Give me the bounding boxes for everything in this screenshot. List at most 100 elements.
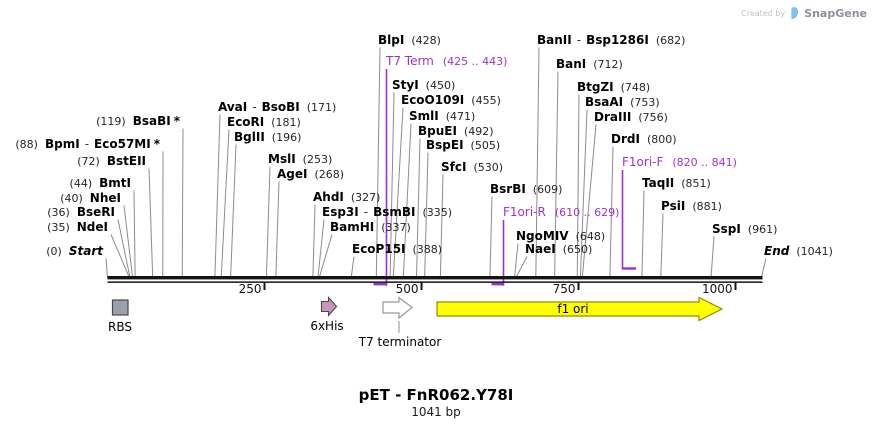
annotation-label-f1ori-f[interactable]: F1ori-F (820 .. 841): [622, 156, 737, 170]
site-label-agei[interactable]: AgeI (268): [277, 168, 344, 182]
site-label-bsteii[interactable]: (72) BstEII: [77, 154, 146, 169]
site-label-start[interactable]: (0) Start: [46, 245, 103, 259]
site-connector: [230, 144, 237, 279]
site-label-bani[interactable]: BanI (712): [556, 58, 623, 72]
feature-t7-terminator-arrow[interactable]: [382, 296, 413, 320]
site-connector: [110, 234, 130, 279]
site-connector: [148, 168, 154, 279]
site-label-ahdi[interactable]: AhdI (327): [313, 191, 380, 205]
site-label-end[interactable]: End (1041): [764, 244, 833, 259]
site-label-sspi[interactable]: SspI (961): [712, 222, 777, 237]
feature-label-f1-ori[interactable]: f1 ori: [557, 302, 589, 316]
site-name: EcoP15I: [352, 242, 406, 256]
site-label-bsrbi[interactable]: BsrBI (609): [490, 183, 563, 197]
site-name: BsaAI: [585, 95, 624, 109]
site-label-naei[interactable]: NaeI (650): [525, 243, 593, 257]
map-title: pET - FnR062.Y78I: [358, 386, 514, 404]
site-name: BglII: [234, 130, 265, 144]
site-label-blpi[interactable]: BlpI (428): [378, 34, 441, 48]
site-position: (196): [271, 131, 302, 144]
site-name: BstEII: [106, 154, 146, 168]
site-connector: [402, 123, 412, 279]
site-name: BanII: [537, 33, 572, 47]
site-label-styi[interactable]: StyI (450): [392, 79, 455, 93]
ruler-tick-label: 750: [552, 282, 576, 296]
site-label-smli[interactable]: SmlI (471): [409, 110, 475, 124]
map-length: 1041 bp: [411, 405, 461, 419]
site-label-bpuei[interactable]: BpuEI (492): [418, 125, 494, 139]
site-position: (851): [681, 177, 711, 190]
feature-label-t7-terminator[interactable]: T7 terminator: [358, 335, 442, 349]
site-label-btgzi[interactable]: BtgZI (748): [577, 81, 650, 95]
site-name: NgoMIV: [516, 229, 569, 243]
site-name: BsoBI: [261, 100, 300, 114]
site-label-banii-bsp1286i[interactable]: BanII - Bsp1286I (682): [537, 33, 685, 48]
site-label-esp3i-bsmbi[interactable]: Esp3I - BsmBI (335): [322, 205, 452, 220]
site-position: (505): [470, 139, 501, 152]
feature-f1-ori-arrow[interactable]: [436, 296, 724, 322]
annotation-label-f1ori-r[interactable]: F1ori-R (610 .. 629): [503, 205, 620, 220]
snapgene-logo-icon: [791, 7, 799, 20]
site-connector: [181, 128, 184, 279]
site-position: (756): [638, 111, 668, 124]
site-connector: [581, 124, 597, 279]
site-name: SspI: [712, 222, 741, 236]
site-name: BpmI: [44, 137, 80, 151]
site-connector: [489, 196, 493, 279]
site-label-ecop15i[interactable]: EcoP15I (388): [352, 242, 442, 257]
site-star: *: [153, 137, 160, 151]
site-label-ndei[interactable]: (35) NdeI: [47, 221, 108, 235]
site-label-bamhi[interactable]: BamHI (337): [330, 221, 411, 235]
site-label-msli[interactable]: MslI (253): [268, 153, 333, 167]
feature-rbs-box[interactable]: [111, 299, 129, 316]
site-position: (650): [562, 243, 593, 256]
site-label-bseri[interactable]: (36) BseRI: [47, 206, 115, 220]
site-position: (253): [302, 153, 333, 166]
site-connector: [609, 146, 614, 279]
site-label-nhei[interactable]: (40) NheI: [60, 192, 121, 206]
site-label-bmti[interactable]: (44) BmtI: [70, 176, 131, 191]
site-label-psii[interactable]: PsiI (881): [661, 200, 722, 214]
feature-6xhis-arrow[interactable]: [320, 296, 338, 317]
site-label-bspei[interactable]: BspEI (505): [426, 139, 501, 153]
site-name: SfcI: [441, 160, 467, 174]
site-name: Eco57MI: [94, 137, 151, 151]
site-label-bsabi[interactable]: (119) BsaBI *: [96, 114, 180, 129]
site-name: End: [764, 244, 790, 258]
site-label-drdi[interactable]: DrdI (800): [611, 133, 677, 147]
annotation-label-t7-term[interactable]: T7 Term (425 .. 443): [386, 55, 508, 69]
site-position: (609): [532, 183, 563, 196]
annotation-name: F1ori-R: [503, 205, 546, 219]
site-name: BsmBI: [373, 205, 416, 219]
site-position: (428): [411, 34, 441, 47]
site-label-ecoo109i[interactable]: EcoO109I (455): [401, 94, 501, 108]
site-connector: [515, 256, 528, 279]
site-name: DraIII: [594, 110, 632, 124]
site-label-taqii[interactable]: TaqII (851): [642, 177, 711, 191]
site-position: (712): [593, 58, 623, 71]
site-label-avai-bsobi[interactable]: AvaI - BsoBI (171): [218, 100, 336, 115]
feature-label-rbs[interactable]: RBS: [108, 320, 132, 334]
site-position: (35): [47, 221, 70, 234]
site-connector: [220, 129, 230, 279]
site-connector: [576, 94, 580, 279]
annotation-range: (425 .. 443): [442, 55, 508, 68]
site-label-ngomiv[interactable]: NgoMIV (648): [516, 229, 605, 244]
annotation-range: (610 .. 629): [554, 206, 620, 219]
site-label-ecori[interactable]: EcoRI (181): [227, 116, 301, 130]
site-connector: [105, 258, 108, 279]
site-name: BsaBI: [132, 114, 171, 128]
site-label-bsaai[interactable]: BsaAI (753): [585, 95, 660, 110]
site-connector: [513, 243, 519, 279]
site-label-sfci[interactable]: SfcI (530): [441, 160, 503, 175]
site-name: BmtI: [99, 176, 131, 190]
site-connector: [392, 107, 404, 279]
site-label-bpmi-eco57mi[interactable]: (88) BpmI - Eco57MI *: [15, 137, 160, 152]
feature-label-6xhis[interactable]: 6xHis: [310, 319, 344, 333]
site-position: (36): [47, 206, 70, 219]
site-label-bglii[interactable]: BglII (196): [234, 130, 302, 145]
map-backbone-line: [107, 276, 763, 280]
site-label-draiii[interactable]: DraIII (756): [594, 110, 668, 125]
